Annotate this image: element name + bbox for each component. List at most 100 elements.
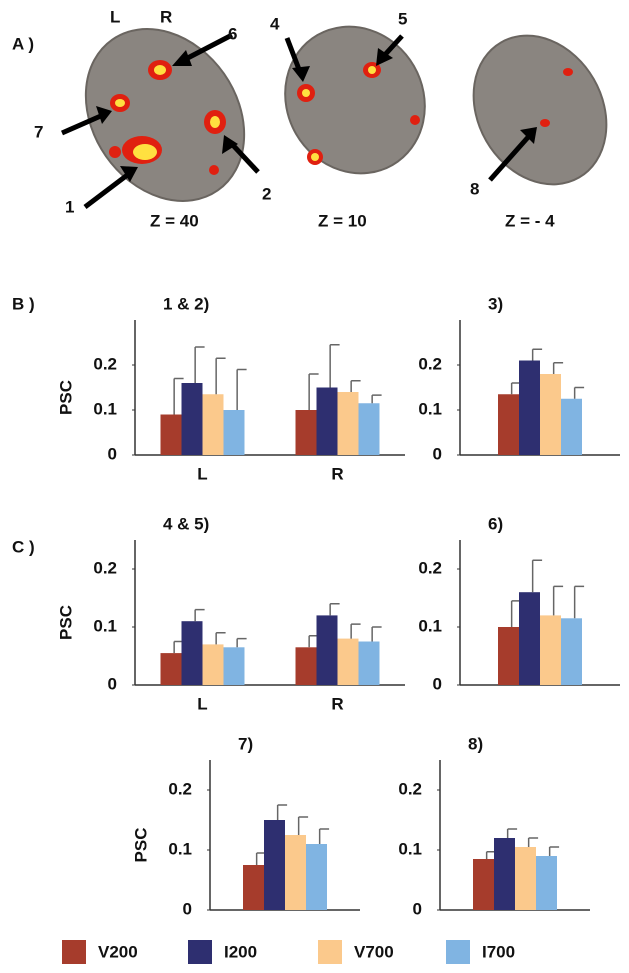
brain-slice bbox=[259, 1, 452, 199]
chart-title: 7) bbox=[238, 734, 253, 753]
error-bar bbox=[320, 829, 329, 844]
legend-label: V700 bbox=[354, 942, 394, 961]
y-tick-label: 0 bbox=[183, 899, 192, 918]
hemisphere-label: L bbox=[110, 7, 120, 26]
y-tick-label: 0.2 bbox=[398, 779, 422, 798]
region-label: 4 bbox=[270, 14, 280, 33]
error-bar bbox=[330, 345, 339, 388]
region-label: 2 bbox=[262, 184, 271, 203]
bar bbox=[161, 653, 182, 685]
x-tick-label: R bbox=[331, 464, 343, 483]
bar bbox=[182, 621, 203, 685]
region-label: 1 bbox=[65, 197, 74, 216]
y-tick-label: 0.2 bbox=[168, 779, 192, 798]
error-bar bbox=[533, 349, 542, 360]
error-bar bbox=[554, 586, 563, 615]
error-bar bbox=[351, 624, 360, 639]
legend-swatch bbox=[446, 940, 470, 964]
y-tick-label: 0 bbox=[108, 444, 117, 463]
row-label: B ) bbox=[12, 294, 35, 313]
y-axis-label: PSC bbox=[131, 828, 150, 863]
bar bbox=[338, 639, 359, 685]
error-bar bbox=[278, 805, 287, 820]
error-bar bbox=[299, 817, 308, 835]
chart-title: 1 & 2) bbox=[163, 294, 209, 313]
bar bbox=[498, 627, 519, 685]
slice-label: Z = 40 bbox=[150, 211, 199, 230]
legend-label: I700 bbox=[482, 942, 515, 961]
bar bbox=[359, 403, 380, 455]
chart-title: 6) bbox=[488, 514, 503, 533]
y-tick-label: 0.1 bbox=[93, 616, 117, 635]
y-tick-label: 0.1 bbox=[93, 399, 117, 418]
x-tick-label: R bbox=[331, 694, 343, 713]
region-label: 5 bbox=[398, 9, 407, 28]
slice-label: Z = - 4 bbox=[505, 211, 555, 230]
bar bbox=[243, 865, 264, 910]
error-bar bbox=[575, 388, 584, 399]
row-label: C ) bbox=[12, 537, 35, 556]
y-tick-label: 0.2 bbox=[93, 558, 117, 577]
bar bbox=[494, 838, 515, 910]
bar bbox=[359, 642, 380, 686]
panel-a: A ) L R 1 2 4 5 6 bbox=[12, 0, 629, 232]
y-tick-label: 0.1 bbox=[168, 839, 192, 858]
slice-label: Z = 10 bbox=[318, 211, 367, 230]
bar bbox=[515, 847, 536, 910]
y-tick-label: 0 bbox=[413, 899, 422, 918]
region-label: 7 bbox=[34, 122, 43, 141]
bar bbox=[306, 844, 327, 910]
panel-label: A ) bbox=[12, 34, 34, 53]
bar bbox=[561, 399, 582, 455]
bar bbox=[519, 592, 540, 685]
bar bbox=[182, 383, 203, 455]
legend-label: V200 bbox=[98, 942, 138, 961]
region-label: 6 bbox=[228, 24, 237, 43]
y-tick-label: 0.1 bbox=[418, 399, 442, 418]
y-tick-label: 0.2 bbox=[418, 354, 442, 373]
bar bbox=[561, 618, 582, 685]
bar bbox=[203, 394, 224, 455]
bar bbox=[296, 647, 317, 685]
bar bbox=[285, 835, 306, 910]
error-bar bbox=[575, 586, 584, 618]
y-tick-label: 0 bbox=[433, 674, 442, 693]
bar bbox=[540, 374, 561, 455]
y-tick-label: 0 bbox=[108, 674, 117, 693]
region-label: 8 bbox=[470, 179, 479, 198]
brain-slice bbox=[53, 0, 276, 232]
error-bar bbox=[237, 370, 246, 411]
hemisphere-label: R bbox=[160, 7, 172, 26]
bar bbox=[536, 856, 557, 910]
legend-swatch bbox=[62, 940, 86, 964]
y-tick-label: 0 bbox=[433, 444, 442, 463]
error-bar bbox=[216, 358, 225, 394]
y-tick-label: 0.1 bbox=[418, 616, 442, 635]
y-tick-label: 0.2 bbox=[93, 354, 117, 373]
x-tick-label: L bbox=[197, 464, 207, 483]
figure: A ) L R 1 2 4 5 6 bbox=[0, 0, 629, 973]
bar bbox=[473, 859, 494, 910]
error-bar bbox=[330, 604, 339, 616]
error-bar bbox=[237, 639, 246, 648]
legend-swatch bbox=[188, 940, 212, 964]
error-bar bbox=[550, 847, 559, 856]
error-bar bbox=[533, 560, 542, 592]
chart-title: 4 & 5) bbox=[163, 514, 209, 533]
error-bar bbox=[195, 347, 204, 383]
bar bbox=[296, 410, 317, 455]
x-tick-label: L bbox=[197, 694, 207, 713]
error-bar bbox=[351, 381, 360, 392]
bar bbox=[519, 361, 540, 456]
bar bbox=[338, 392, 359, 455]
error-bar bbox=[508, 829, 517, 838]
y-tick-label: 0.2 bbox=[418, 558, 442, 577]
bar bbox=[224, 647, 245, 685]
error-bar bbox=[554, 363, 563, 374]
error-bar bbox=[195, 610, 204, 622]
bar bbox=[161, 415, 182, 456]
chart: 7) PSC 0 0.1 0.2 bbox=[131, 734, 360, 918]
chart-title: 8) bbox=[468, 734, 483, 753]
